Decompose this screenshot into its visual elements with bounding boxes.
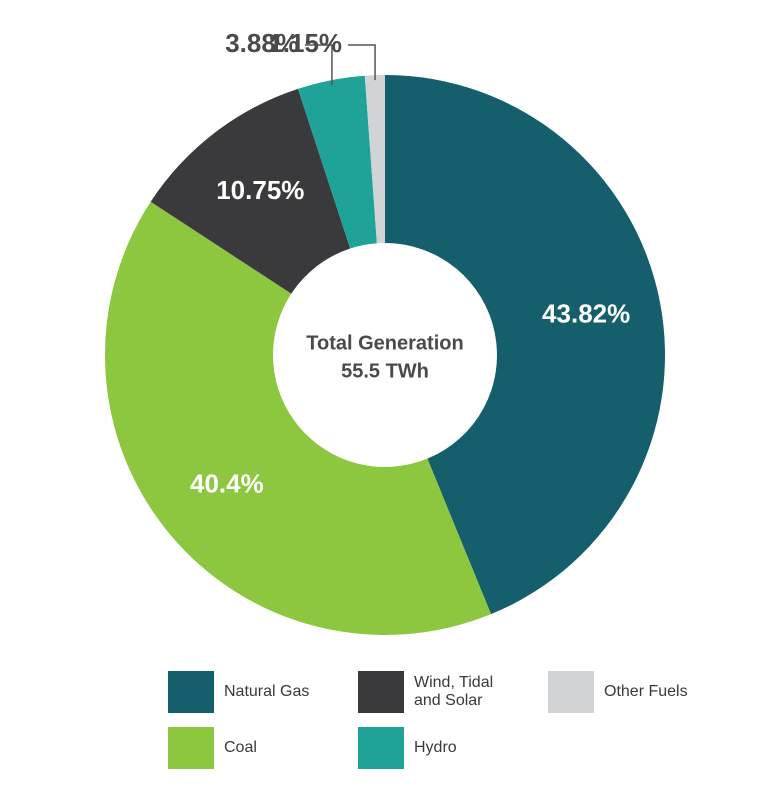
legend: Natural Gas Coal Wind, Tidal and Solar Hydr… xyxy=(0,665,768,785)
legend-label: Other Fuels xyxy=(604,683,688,700)
leader-line xyxy=(348,44,376,81)
legend-label: Coal xyxy=(224,739,257,756)
legend-item: Natural Gas xyxy=(168,671,358,713)
legend-item: Wind, Tidal and Solar xyxy=(358,671,548,713)
legend-item: Other Fuels xyxy=(548,671,738,713)
value-label: 1.15% xyxy=(268,28,342,58)
legend-label: Natural Gas xyxy=(224,683,310,700)
center-text: Total Generation xyxy=(306,332,463,354)
value-label: 10.75% xyxy=(216,175,304,205)
value-label: 43.82% xyxy=(542,298,630,328)
donut-slice xyxy=(364,75,385,244)
leader-line xyxy=(304,44,333,86)
chart: Total Generation 55.5 TWh 43.82% 40.4% 10.… xyxy=(105,28,666,635)
legend-item: Hydro xyxy=(358,727,548,769)
donut-slice xyxy=(297,75,377,249)
legend-swatch xyxy=(358,671,404,713)
legend-swatch xyxy=(168,671,214,713)
value-label: 40.4% xyxy=(190,468,264,498)
legend-item: Coal xyxy=(168,727,358,769)
legend-label: Hydro xyxy=(414,739,457,756)
donut-slice xyxy=(150,88,351,294)
legend-swatch xyxy=(548,671,594,713)
center-text: 55.5 TWh xyxy=(341,360,429,382)
donut-slice xyxy=(105,201,492,635)
legend-swatch xyxy=(358,727,404,769)
legend-swatch xyxy=(168,727,214,769)
legend-label: Wind, Tidal and Solar xyxy=(414,674,494,709)
donut-slice xyxy=(385,75,666,615)
value-label: 3.88% xyxy=(225,28,299,58)
